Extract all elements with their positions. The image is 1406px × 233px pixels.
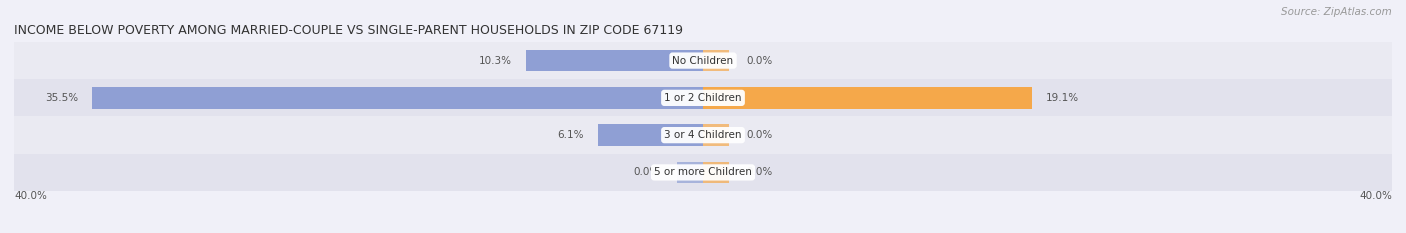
Bar: [678, 162, 703, 183]
Text: No Children: No Children: [672, 56, 734, 65]
Bar: [526, 50, 703, 71]
Text: 40.0%: 40.0%: [1360, 191, 1392, 201]
Bar: [14, 116, 1392, 154]
Text: 0.0%: 0.0%: [747, 130, 772, 140]
Text: 19.1%: 19.1%: [1046, 93, 1078, 103]
Text: 40.0%: 40.0%: [14, 191, 46, 201]
Text: 0.0%: 0.0%: [634, 168, 659, 177]
Text: 5 or more Children: 5 or more Children: [654, 168, 752, 177]
Text: 0.0%: 0.0%: [747, 56, 772, 65]
Bar: [14, 79, 1392, 116]
Bar: [14, 154, 1392, 191]
Text: 1 or 2 Children: 1 or 2 Children: [664, 93, 742, 103]
Text: 0.0%: 0.0%: [747, 168, 772, 177]
Text: 3 or 4 Children: 3 or 4 Children: [664, 130, 742, 140]
Text: 6.1%: 6.1%: [558, 130, 583, 140]
Bar: [703, 162, 728, 183]
Text: Source: ZipAtlas.com: Source: ZipAtlas.com: [1281, 7, 1392, 17]
Bar: [703, 50, 728, 71]
Bar: [91, 87, 703, 109]
Bar: [14, 42, 1392, 79]
Text: 10.3%: 10.3%: [479, 56, 512, 65]
Bar: [703, 124, 728, 146]
Text: INCOME BELOW POVERTY AMONG MARRIED-COUPLE VS SINGLE-PARENT HOUSEHOLDS IN ZIP COD: INCOME BELOW POVERTY AMONG MARRIED-COUPL…: [14, 24, 683, 37]
Bar: [703, 87, 1032, 109]
Bar: [598, 124, 703, 146]
Text: 35.5%: 35.5%: [45, 93, 77, 103]
